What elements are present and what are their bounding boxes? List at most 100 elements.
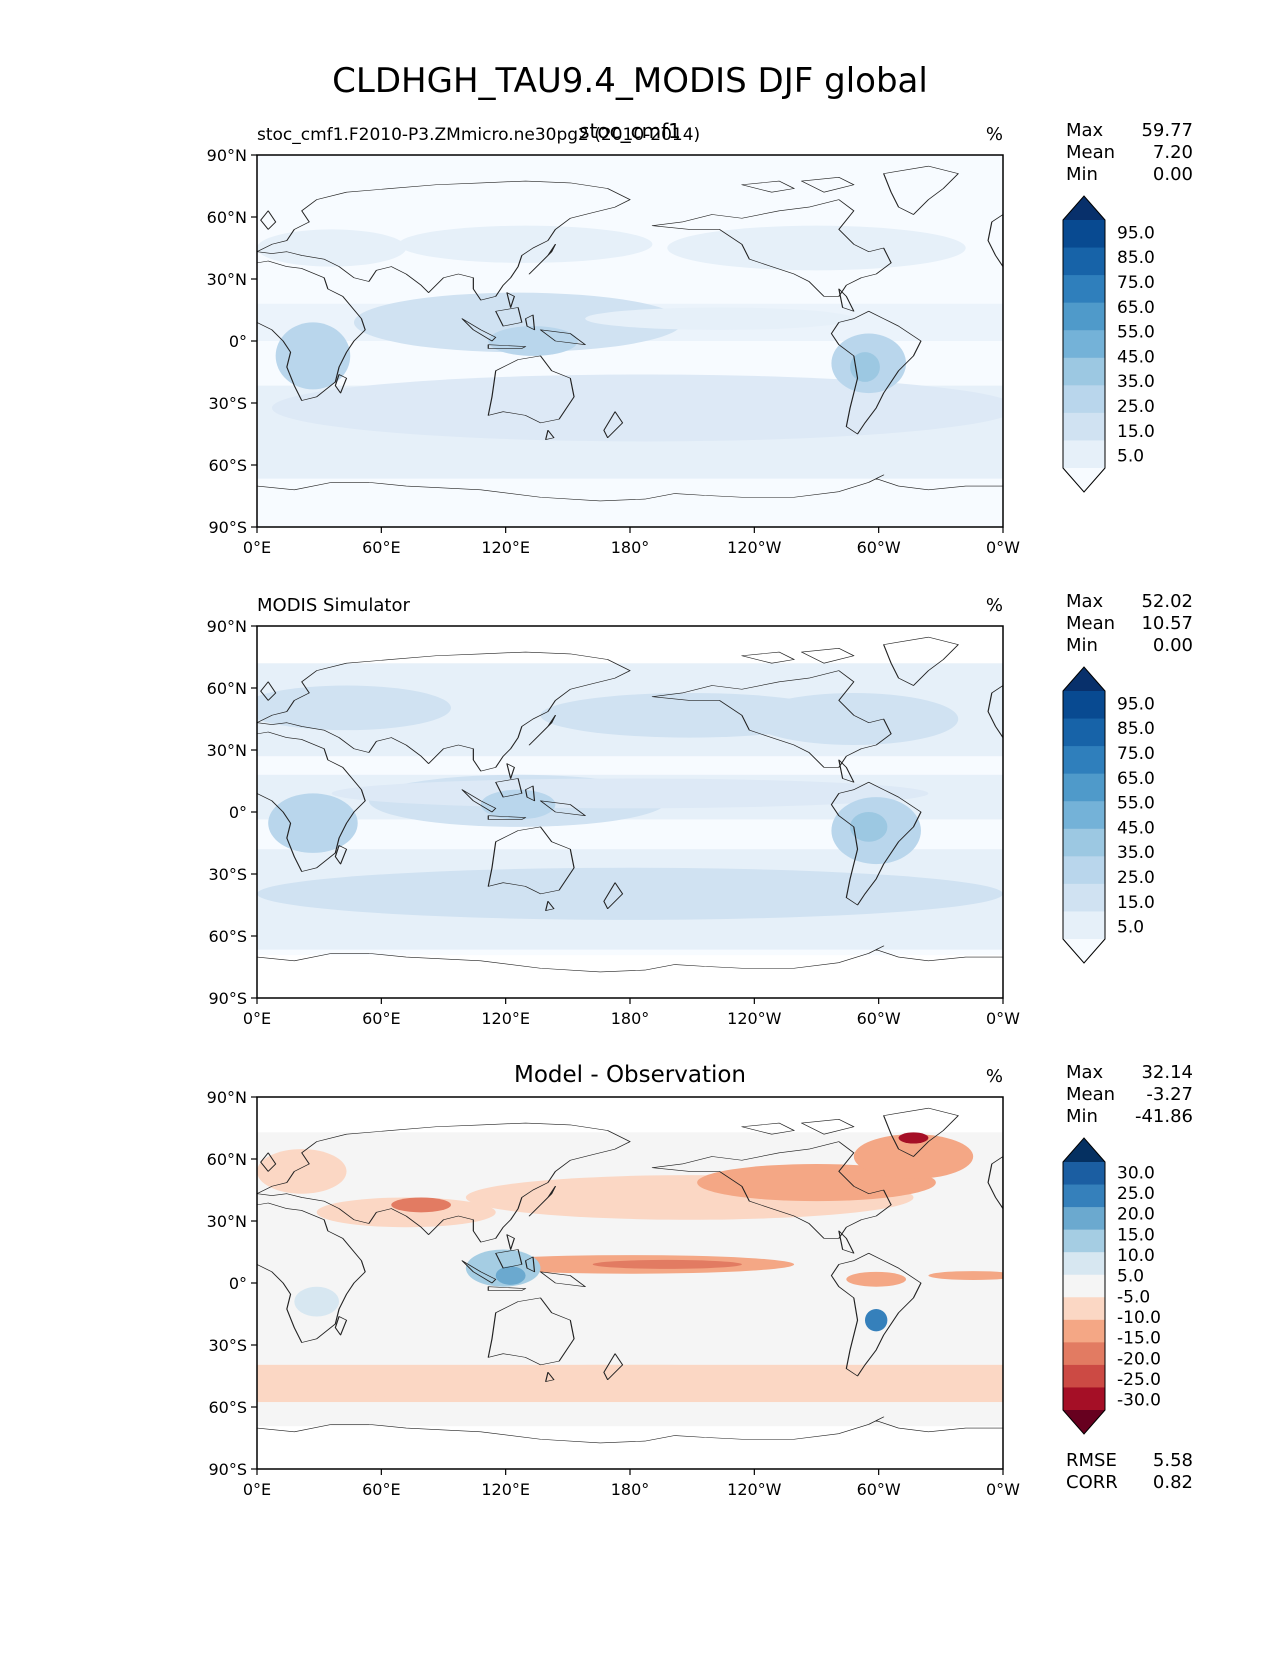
x-tick-label: 60°W <box>857 1009 901 1028</box>
colorbar-segment <box>1063 1387 1105 1411</box>
panel-model-center-title: stoc_cmf1 <box>579 119 681 143</box>
stat-label: Max <box>1066 120 1104 141</box>
corr-value: 0.82 <box>1153 1472 1193 1493</box>
panel-model-units: % <box>986 124 1003 145</box>
colorbar-label: 25.0 <box>1117 868 1155 888</box>
y-tick-label: 60°N <box>207 1150 247 1169</box>
y-tick-label: 90°S <box>208 1460 247 1479</box>
stat-label: Min <box>1066 635 1098 656</box>
colorbar-label: 85.0 <box>1117 248 1155 268</box>
colorbar-segment <box>1063 718 1105 747</box>
x-tick-label: 120°W <box>727 1009 782 1028</box>
colorbar-label: -30.0 <box>1117 1391 1161 1411</box>
colorbar-label: 5.0 <box>1117 447 1144 467</box>
colorbar-segment <box>1063 302 1105 331</box>
colorbar-label: -5.0 <box>1117 1287 1150 1307</box>
x-tick-label: 120°W <box>727 538 782 557</box>
panel-observation: MODIS Simulator % 0°E 60°E 120°E 180° 120°W 6… <box>207 591 1193 1028</box>
panel-difference: Model - Observation % 0°E 60°E 120°E 180° 12… <box>207 1062 1193 1499</box>
colorbar-label: -25.0 <box>1117 1370 1161 1390</box>
colorbar-segment <box>1063 357 1105 386</box>
stat-label: Min <box>1066 1106 1098 1127</box>
y-tick-label: 30°S <box>208 865 247 884</box>
colorbar-extend-min <box>1063 1410 1105 1434</box>
stat-value: -3.27 <box>1146 1084 1193 1105</box>
stat-value: 59.77 <box>1141 120 1193 141</box>
colorbar-label: 20.0 <box>1117 1205 1155 1225</box>
stat-label: Mean <box>1066 613 1115 634</box>
colorbar-segment <box>1063 746 1105 775</box>
colorbar-outline <box>1062 195 1106 493</box>
panel-difference-stats: Max 32.14 Mean -3.27 Min -41.86 <box>1066 1062 1193 1127</box>
x-tick-label: 180° <box>611 1480 650 1499</box>
stat-label: Max <box>1066 591 1104 612</box>
x-tick-label: 0°W <box>986 538 1020 557</box>
panel-difference-extra-stats: RMSE 5.58 CORR 0.82 <box>1066 1450 1193 1493</box>
rmse-label: RMSE <box>1066 1450 1117 1471</box>
colorbar-segment <box>1063 1342 1105 1366</box>
colorbar-segment <box>1063 1297 1105 1321</box>
y-tick-label: 0° <box>229 803 247 822</box>
colorbar-label: 5.0 <box>1117 918 1144 938</box>
panel-observation-units: % <box>986 595 1003 616</box>
x-tick-label: 180° <box>611 538 650 557</box>
y-tick-label: 0° <box>229 332 247 351</box>
y-tick-label: 60°N <box>207 208 247 227</box>
colorbar-segment <box>1063 883 1105 912</box>
y-tick-label: 30°N <box>207 270 247 289</box>
panel-model-stats: Max 59.77 Mean 7.20 Min 0.00 <box>1066 120 1193 185</box>
x-tick-label: 0°E <box>243 1009 271 1028</box>
colorbar-segment <box>1063 1364 1105 1388</box>
y-tick-label: 30°S <box>208 394 247 413</box>
y-tick-label: 30°N <box>207 1212 247 1231</box>
colorbar-outline <box>1062 666 1106 964</box>
colorbar-label: 5.0 <box>1117 1267 1144 1287</box>
x-tick-label: 0°W <box>986 1009 1020 1028</box>
colorbar-segment <box>1063 1319 1105 1343</box>
colorbar-segment <box>1063 828 1105 857</box>
colorbar-label: 75.0 <box>1117 744 1155 764</box>
colorbar-segment <box>1063 1184 1105 1208</box>
colorbar-label: 65.0 <box>1117 769 1155 789</box>
colorbar-label: 30.0 <box>1117 1163 1155 1183</box>
y-tick-label: 60°S <box>208 456 247 475</box>
colorbar-segment <box>1063 1229 1105 1253</box>
colorbar-label: 55.0 <box>1117 794 1155 814</box>
stat-label: Mean <box>1066 142 1115 163</box>
colorbar-segment <box>1063 1252 1105 1276</box>
panel-difference-map <box>257 1097 1003 1469</box>
y-tick-label: 0° <box>229 1274 247 1293</box>
panel-model-left-title: stoc_cmf1.F2010-P3.ZMmicro.ne30pg2 (2010… <box>257 125 700 145</box>
x-tick-label: 120°E <box>481 538 530 557</box>
x-tick-label: 60°E <box>362 538 400 557</box>
colorbar-label: 35.0 <box>1117 372 1155 392</box>
stat-value: 7.20 <box>1153 142 1193 163</box>
x-tick-label: 60°W <box>857 538 901 557</box>
colorbar-segment <box>1063 1274 1105 1298</box>
y-tick-label: 30°N <box>207 741 247 760</box>
stat-value: 10.57 <box>1141 613 1193 634</box>
colorbar-label: 25.0 <box>1117 1184 1155 1204</box>
colorbar-segment <box>1063 275 1105 304</box>
colorbar-segment <box>1063 1207 1105 1231</box>
colorbar-segment <box>1063 385 1105 414</box>
stat-value: -41.86 <box>1135 1106 1193 1127</box>
stat-value: 32.14 <box>1141 1062 1193 1083</box>
colorbar-segment <box>1063 440 1105 469</box>
colorbar-label: 95.0 <box>1117 694 1155 714</box>
colorbar-segment <box>1063 330 1105 359</box>
colorbar-label: -15.0 <box>1117 1329 1161 1349</box>
y-tick-label: 90°S <box>208 518 247 537</box>
panel-observation-left-title: MODIS Simulator <box>257 595 410 616</box>
colorbar-segment <box>1063 856 1105 885</box>
colorbar-segment <box>1063 247 1105 276</box>
colorbar-segment <box>1063 773 1105 802</box>
colorbar-label: -20.0 <box>1117 1349 1161 1369</box>
corr-label: CORR <box>1066 1472 1118 1493</box>
y-tick-label: 90°N <box>207 617 247 636</box>
colorbar-segment <box>1063 1162 1105 1186</box>
colorbar-label: -10.0 <box>1117 1308 1161 1328</box>
x-tick-label: 180° <box>611 1009 650 1028</box>
y-tick-label: 90°N <box>207 1088 247 1107</box>
panel-observation-stats: Max 52.02 Mean 10.57 Min 0.00 <box>1066 591 1193 656</box>
